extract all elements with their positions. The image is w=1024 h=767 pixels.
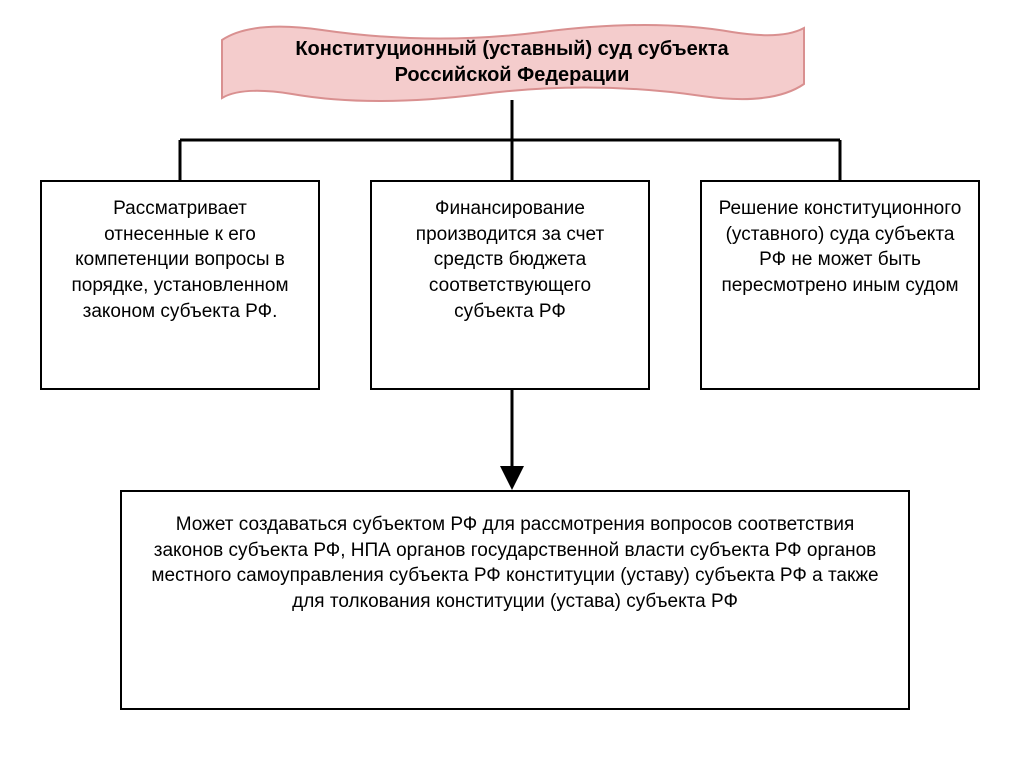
box-decision-text: Решение конституционного (уставного) суд… bbox=[719, 198, 962, 296]
box-purpose-text: Может создаваться субъектом РФ для рассм… bbox=[151, 514, 878, 612]
box-competence-text: Рассматривает отнесенные к его компетенц… bbox=[71, 198, 288, 322]
box-purpose: Может создаваться субъектом РФ для рассм… bbox=[120, 490, 910, 710]
banner-title: Конституционный (уставный) суд субъекта … bbox=[252, 36, 772, 88]
box-financing: Финансирование производится за счет сред… bbox=[370, 180, 650, 390]
box-decision: Решение конституционного (уставного) суд… bbox=[700, 180, 980, 390]
box-competence: Рассматривает отнесенные к его компетенц… bbox=[40, 180, 320, 390]
title-banner: Конституционный (уставный) суд субъекта … bbox=[212, 18, 812, 108]
box-financing-text: Финансирование производится за счет сред… bbox=[416, 198, 604, 322]
